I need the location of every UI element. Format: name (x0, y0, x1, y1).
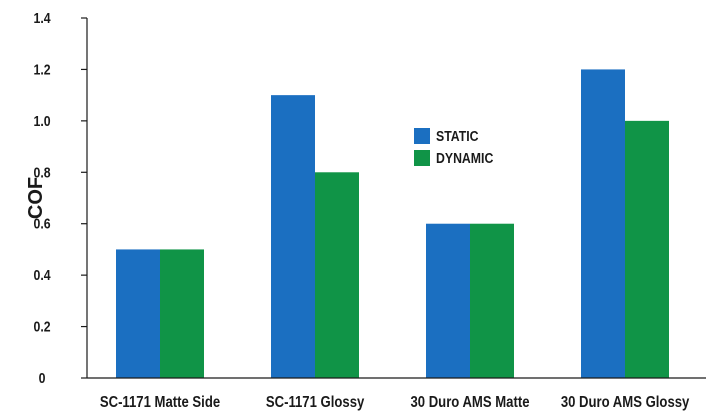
y-tick-label: 0.6 (33, 216, 50, 232)
bar-static-1 (116, 249, 160, 378)
y-tick-label: 1.0 (33, 113, 50, 129)
x-category-label: 30 Duro AMS Glossy (561, 394, 690, 411)
y-tick-label: 1.4 (33, 10, 50, 26)
y-tick-label: 0.8 (33, 164, 50, 180)
legend-swatch-dynamic (414, 150, 430, 166)
y-tick-label: 0 (39, 370, 46, 386)
bar-static-4 (581, 69, 625, 378)
legend-label-dynamic: DYNAMIC (436, 150, 493, 166)
legend: STATIC DYNAMIC (414, 128, 493, 166)
y-ticks: 0 0.2 0.4 0.6 0.8 1.0 1.2 1.4 (33, 10, 87, 386)
legend-swatch-static (414, 128, 430, 144)
bars-layer (116, 69, 669, 379)
y-tick-label: 0.2 (33, 318, 50, 334)
bar-dynamic-3 (470, 223, 514, 378)
x-category-label: 30 Duro AMS Matte (410, 394, 529, 411)
x-category-labels: SC-1171 Matte Side SC-1171 Glossy 30 Duro … (100, 394, 690, 411)
x-category-label: SC-1171 Glossy (266, 394, 365, 411)
y-axis-label: COF (25, 177, 47, 219)
bar-dynamic-4 (625, 120, 669, 378)
y-tick-label: 1.2 (33, 61, 50, 77)
bar-static-3 (426, 223, 470, 378)
bar-dynamic-1 (160, 249, 204, 378)
bar-dynamic-2 (315, 172, 359, 378)
x-category-label: SC-1171 Matte Side (100, 394, 220, 411)
y-tick-label: 0.4 (33, 267, 50, 283)
bar-static-2 (271, 95, 315, 379)
legend-label-static: STATIC (436, 128, 479, 144)
